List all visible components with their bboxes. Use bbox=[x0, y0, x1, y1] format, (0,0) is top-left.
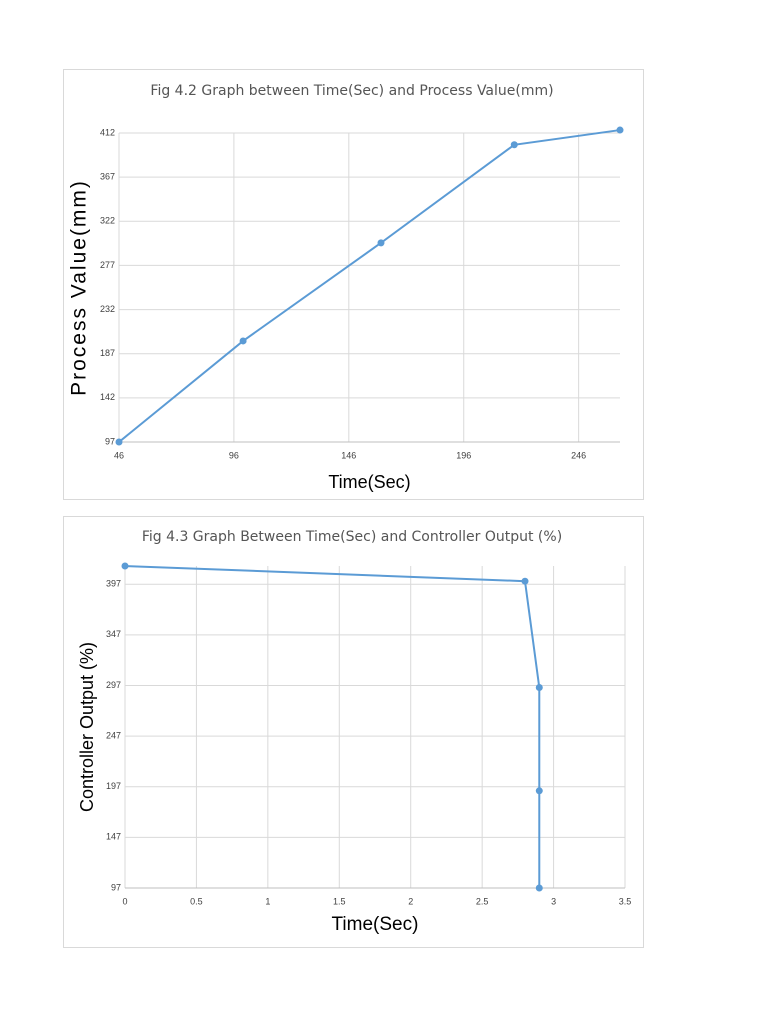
x-tick-label: 1.5 bbox=[333, 896, 346, 906]
y-tick-label: 187 bbox=[100, 348, 115, 358]
data-point bbox=[510, 141, 518, 149]
y-tick-label: 97 bbox=[111, 882, 121, 892]
chart-title: Fig 4.2 Graph between Time(Sec) and Proc… bbox=[150, 83, 553, 99]
data-point bbox=[239, 337, 247, 345]
x-tick-label: 2.5 bbox=[476, 896, 489, 906]
x-tick-label: 46 bbox=[114, 450, 124, 460]
data-point bbox=[535, 787, 543, 795]
x-axis-label: Time(Sec) bbox=[332, 914, 419, 935]
data-point bbox=[535, 684, 543, 692]
chart-title: Fig 4.3 Graph Between Time(Sec) and Cont… bbox=[142, 529, 562, 545]
chart-frame bbox=[63, 69, 644, 500]
y-tick-label: 97 bbox=[105, 436, 115, 446]
x-tick-label: 96 bbox=[229, 450, 239, 460]
y-axis-label: Controller Output (%) bbox=[77, 642, 97, 812]
y-tick-label: 322 bbox=[100, 216, 115, 226]
x-tick-label: 0 bbox=[122, 896, 127, 906]
y-tick-label: 232 bbox=[100, 304, 115, 314]
y-tick-label: 367 bbox=[100, 172, 115, 182]
y-tick-label: 147 bbox=[106, 832, 121, 842]
y-tick-label: 397 bbox=[106, 579, 121, 589]
y-tick-label: 277 bbox=[100, 260, 115, 270]
x-axis-label: Time(Sec) bbox=[328, 472, 410, 492]
data-point bbox=[115, 438, 123, 446]
data-point bbox=[521, 577, 529, 585]
data-point bbox=[535, 884, 543, 892]
y-axis-label: Process Value(mm) bbox=[68, 179, 91, 396]
y-tick-label: 347 bbox=[106, 629, 121, 639]
y-tick-label: 412 bbox=[100, 127, 115, 137]
y-tick-label: 197 bbox=[106, 781, 121, 791]
x-tick-label: 2 bbox=[408, 896, 413, 906]
x-tick-label: 3.5 bbox=[619, 896, 632, 906]
chart-frame bbox=[63, 516, 644, 948]
x-tick-label: 146 bbox=[341, 450, 356, 460]
x-tick-label: 1 bbox=[265, 896, 270, 906]
x-tick-label: 3 bbox=[551, 896, 556, 906]
data-point bbox=[616, 126, 624, 134]
x-tick-label: 196 bbox=[456, 450, 471, 460]
y-tick-label: 142 bbox=[100, 392, 115, 402]
y-tick-label: 297 bbox=[106, 680, 121, 690]
data-point bbox=[121, 562, 129, 570]
x-tick-label: 0.5 bbox=[190, 896, 203, 906]
x-tick-label: 246 bbox=[571, 450, 586, 460]
y-tick-label: 247 bbox=[106, 730, 121, 740]
data-point bbox=[377, 239, 385, 247]
